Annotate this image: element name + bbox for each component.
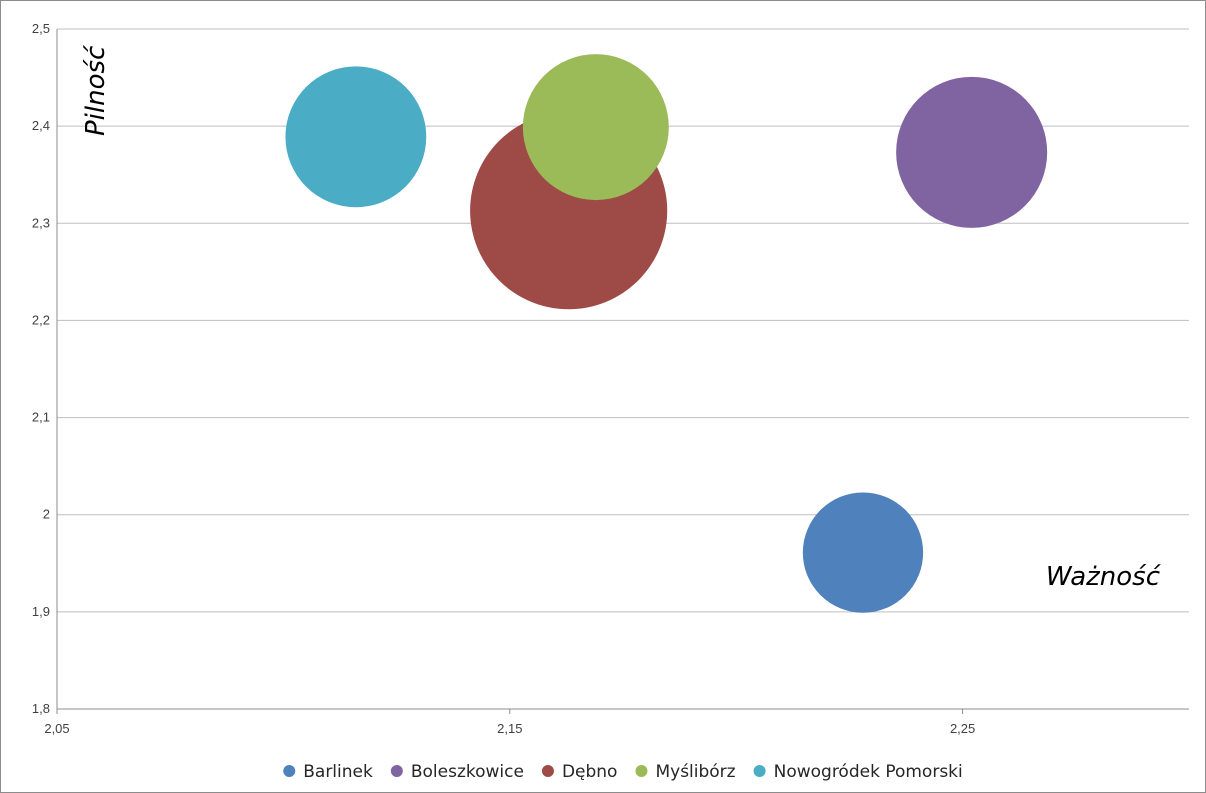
legend-marker — [753, 765, 766, 777]
x-tick-label: 2,05 — [44, 721, 69, 736]
y-tick-label: 2,4 — [32, 118, 50, 133]
bubbles — [285, 54, 1048, 613]
y-tick-label: 2,2 — [32, 312, 50, 327]
y-tick-label: 2,3 — [32, 215, 50, 230]
legend-item: Boleszkowice — [390, 762, 524, 782]
x-tick-label: 2,15 — [497, 721, 522, 736]
x-tick-label: 2,25 — [950, 721, 975, 736]
legend-marker — [283, 765, 296, 777]
legend-marker — [390, 765, 403, 777]
x-axis-tick-labels: 2,05 2,15 2,25 — [44, 721, 975, 736]
y-axis-title: Pilność — [81, 44, 111, 136]
legend-item: Dębno — [541, 762, 618, 782]
legend-item: Myślibórz — [635, 762, 736, 782]
legend-label: Boleszkowice — [411, 762, 524, 782]
x-axis-ticks — [56, 709, 964, 714]
legend: Barlinek Boleszkowice Dębno Myślibórz Nowogr… — [283, 762, 963, 782]
bubble-barlinek — [802, 492, 924, 613]
legend-label: Barlinek — [303, 762, 373, 782]
legend-label: Dębno — [562, 762, 618, 782]
y-tick-label: 2 — [43, 507, 50, 522]
bubble-boleszkowice — [896, 76, 1048, 228]
legend-marker — [541, 765, 554, 777]
legend-item: Nowogródek Pomorski — [753, 762, 963, 782]
legend-label: Myślibórz — [655, 762, 735, 782]
y-tick-label: 2,1 — [32, 410, 50, 425]
y-axis-tick-labels: 1,8 1,9 2 2,1 2,2 2,3 2,4 2,5 — [32, 21, 50, 716]
bubble-my-lib-rz — [522, 54, 669, 201]
legend-item: Barlinek — [283, 762, 373, 782]
y-tick-label: 2,5 — [32, 21, 50, 36]
bubble-nowogr-dek-pomorski — [285, 66, 427, 208]
y-tick-label: 1,9 — [32, 604, 50, 619]
y-tick-label: 1,8 — [32, 701, 50, 716]
legend-label: Nowogródek Pomorski — [774, 762, 963, 782]
x-axis-title: Ważność — [1046, 562, 1162, 592]
legend-marker — [635, 765, 648, 777]
